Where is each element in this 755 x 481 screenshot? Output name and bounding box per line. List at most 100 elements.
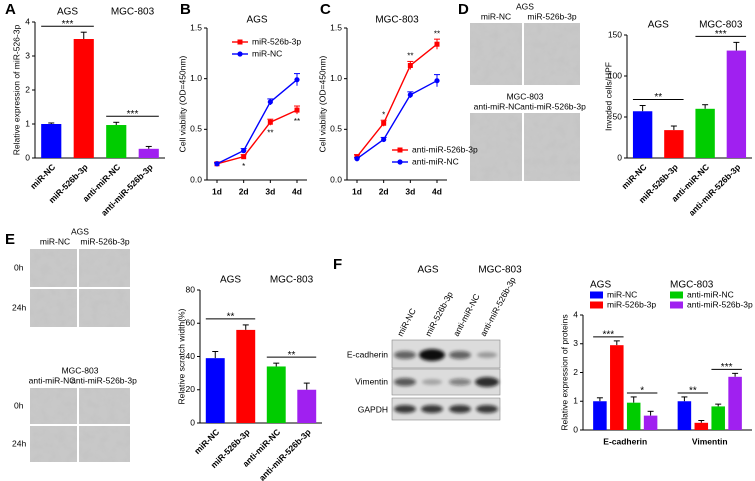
y-tick-label: 0 — [25, 152, 30, 162]
sig-label: ** — [227, 312, 235, 323]
blot-group: AGS — [417, 265, 438, 276]
y-tick-label: 1 — [25, 118, 30, 128]
image-label: miR-526b-3p — [527, 11, 576, 21]
bar — [266, 366, 286, 423]
sig-label: *** — [603, 330, 615, 341]
y-tick-label: 1 — [573, 396, 578, 406]
row-label: 0h — [14, 262, 24, 272]
micrograph — [30, 426, 77, 462]
row-label: 24h — [12, 438, 26, 448]
legend-label: miR-526b-3p — [607, 299, 656, 309]
x-tick-label: miR-NC — [28, 162, 57, 191]
image-group: AGS — [516, 1, 534, 11]
sig-label: ** — [434, 29, 440, 38]
bar — [711, 406, 725, 430]
panel-letter: B — [180, 1, 191, 18]
micrograph — [470, 113, 522, 181]
legend-label: anti-miR-526b-3p — [412, 144, 478, 154]
x-tick-label: 4d — [432, 186, 442, 196]
y-tick-label: 20 — [186, 384, 196, 394]
bar — [626, 402, 641, 430]
bar — [726, 50, 747, 158]
micrograph — [30, 388, 77, 424]
y-tick-label: 1.5 — [330, 22, 342, 32]
panel-letter: C — [320, 1, 331, 18]
image-label: miR-526b-3p — [80, 236, 129, 246]
row-label: 24h — [12, 302, 26, 312]
sig-label: * — [242, 162, 245, 171]
y-tick-label: 0.0 — [330, 174, 342, 184]
sig-label: ** — [294, 117, 300, 126]
image-group: AGS — [71, 226, 89, 236]
y-tick-label: 1.5 — [190, 22, 202, 32]
sig-label: ** — [407, 52, 413, 61]
chart-title: MGC-803 — [375, 15, 419, 26]
lane-label: anti-miR-NC — [451, 292, 482, 338]
y-axis-label: Relative expression of miR-526-3p — [11, 25, 21, 156]
marker — [434, 41, 440, 47]
row-label: 0h — [14, 400, 24, 410]
y-tick-label: 150 — [608, 29, 622, 39]
y-tick-label: 3 — [573, 338, 578, 348]
marker — [237, 51, 243, 57]
image-label: anti-miR-NC — [29, 375, 76, 385]
y-axis-label: Relative scratch width(%) — [176, 308, 186, 404]
group-label: MGC-803 — [699, 20, 743, 31]
x-tick-label: miR-NC — [620, 162, 649, 191]
marker — [214, 161, 220, 167]
bar — [73, 39, 94, 158]
image-label: miR-NC — [481, 11, 511, 21]
legend-group: AGS — [590, 280, 611, 291]
y-tick-label: 0 — [190, 417, 195, 427]
image-group: MGC-803 — [62, 365, 99, 375]
lane-label: anti-miR-526b-3p — [478, 275, 518, 338]
y-axis-label: Invaded cells/HPF — [603, 62, 613, 131]
bar — [632, 111, 653, 158]
image-label: anti-miR-526b-3p — [520, 101, 586, 111]
legend-label: miR-NC — [607, 289, 637, 299]
y-tick-label: 0.5 — [330, 124, 342, 134]
micrograph — [30, 249, 77, 287]
group-label: AGS — [648, 20, 669, 31]
y-axis-label: Cell viability (OD=450nm) — [317, 56, 327, 153]
series-line — [356, 80, 438, 160]
sig-label: *** — [715, 29, 727, 40]
y-tick-label: 0 — [617, 152, 622, 162]
y-tick-label: 0.0 — [190, 174, 202, 184]
image-label: anti-miR-526b-3p — [71, 375, 137, 385]
bar — [695, 108, 715, 158]
x-tick-label: 4d — [292, 186, 302, 196]
marker — [241, 148, 247, 154]
micrograph — [79, 249, 130, 287]
marker — [381, 136, 387, 143]
panel-letter: D — [458, 1, 469, 18]
marker — [267, 119, 273, 125]
legend-label: miR-NC — [252, 48, 282, 58]
y-tick-label: 2 — [25, 84, 30, 94]
micrograph — [524, 113, 580, 181]
x-tick-label: 2d — [379, 186, 389, 196]
legend-swatch — [590, 291, 603, 299]
sig-label: *** — [62, 19, 74, 30]
legend-label: anti-miR-NC — [412, 156, 459, 166]
image-label: anti-miR-NC — [474, 101, 521, 111]
marker — [407, 62, 413, 68]
legend-group: MGC-803 — [670, 280, 714, 291]
row-label: E-cadherin — [347, 349, 388, 359]
row-label: GAPDH — [358, 404, 388, 414]
sig-label: *** — [721, 362, 733, 373]
x-tick-label: 3d — [405, 186, 415, 196]
y-tick-label: 1.0 — [190, 73, 202, 83]
x-tick-label: Vimentin — [692, 436, 728, 446]
panel-letter: E — [5, 231, 15, 248]
x-tick-label: miR-NC — [192, 427, 221, 456]
marker — [407, 92, 413, 98]
y-tick-label: 3 — [25, 50, 30, 60]
sig-label: * — [382, 110, 385, 119]
y-tick-label: 80 — [186, 284, 196, 294]
marker — [397, 159, 403, 165]
panel-letter: A — [5, 1, 16, 18]
image-group: MGC-803 — [507, 91, 544, 101]
series-line — [356, 43, 438, 158]
